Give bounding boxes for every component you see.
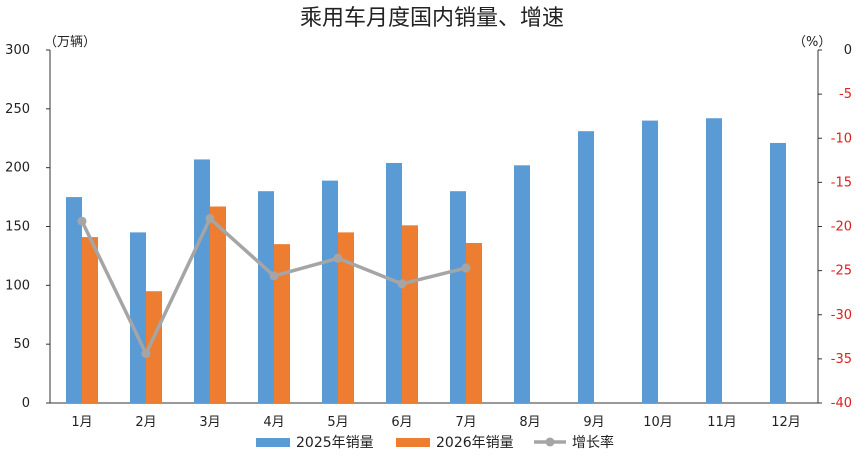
- bar-2025: [258, 191, 274, 403]
- growth-line: [77, 214, 471, 359]
- y-tick-label: 100: [5, 278, 30, 293]
- legend-swatch-2025: [256, 438, 290, 447]
- bar-2026: [82, 237, 98, 403]
- bar-2026: [146, 291, 162, 403]
- y2-tick-label: -30: [831, 308, 852, 323]
- bar-2026: [274, 244, 290, 403]
- legend-label-growth: 增长率: [572, 434, 614, 451]
- x-tick-label: 2月: [135, 415, 156, 430]
- bar-2025: [386, 162, 402, 403]
- growth-point: [77, 216, 87, 226]
- y2-axis-label: （%）: [793, 35, 831, 50]
- y2-tick-label: -5: [839, 87, 852, 102]
- growth-point: [269, 271, 279, 281]
- y-tick-label: 50: [13, 337, 30, 352]
- bar-2026: [402, 225, 418, 403]
- x-tick-label: 7月: [455, 415, 476, 430]
- growth-point: [397, 279, 407, 289]
- y2-tick-label: -20: [831, 220, 852, 235]
- legend: 2025年销量 2026年销量 增长率: [256, 434, 614, 451]
- bar-2025: [194, 159, 210, 403]
- legend-label-2025: 2025年销量: [296, 435, 374, 451]
- x-tick-label: 12月: [771, 415, 801, 430]
- y2-tick-label: -25: [831, 264, 852, 279]
- y2-tick-label: -15: [831, 175, 852, 190]
- growth-point: [141, 349, 151, 359]
- bar-2025: [66, 197, 82, 403]
- bar-2025: [130, 232, 146, 403]
- axes: 0 50 100 150 200 250 300 -40 -35 -30 -25 -20 -15 -10 -…: [5, 43, 852, 430]
- growth-point: [205, 214, 215, 224]
- x-tick-label: 3月: [199, 415, 220, 430]
- y-tick-label: 150: [5, 220, 30, 235]
- bar-2025: [322, 180, 338, 403]
- y2-tick-label: -35: [831, 352, 852, 367]
- y-tick-label: 200: [5, 161, 30, 176]
- bar-2025: [514, 165, 530, 403]
- y-tick-label: 300: [5, 43, 30, 58]
- bar-2025: [578, 131, 594, 403]
- x-tick-label: 10月: [643, 415, 673, 430]
- legend-marker-growth: [545, 437, 555, 447]
- bars: [66, 118, 786, 403]
- x-tick-label: 9月: [583, 415, 604, 430]
- bar-2026: [466, 242, 482, 403]
- bar-2026: [210, 206, 226, 403]
- bar-2025: [450, 191, 466, 403]
- chart-title: 乘用车月度国内销量、增速: [300, 6, 564, 31]
- x-tick-label: 1月: [71, 415, 92, 430]
- x-tick-label: 5月: [327, 415, 348, 430]
- bar-2025: [642, 120, 658, 403]
- y2-tick-label: -10: [831, 131, 852, 146]
- legend-label-2026: 2026年销量: [436, 435, 514, 451]
- x-tick-label: 8月: [519, 415, 540, 430]
- y2-tick-label: -40: [831, 396, 852, 411]
- growth-point: [461, 263, 471, 273]
- bar-2025: [706, 118, 722, 403]
- bar-2025: [770, 142, 786, 403]
- legend-swatch-2026: [396, 438, 430, 447]
- y-tick-label: 250: [5, 102, 30, 117]
- x-tick-label: 4月: [263, 415, 284, 430]
- bar-2026: [338, 232, 354, 403]
- x-tick-label: 11月: [707, 415, 737, 430]
- y-tick-label: 0: [22, 396, 30, 411]
- y-axis-label: （万辆）: [44, 35, 96, 50]
- x-tick-label: 6月: [391, 415, 412, 430]
- growth-point: [333, 253, 343, 263]
- y2-tick-label: 0: [844, 43, 852, 58]
